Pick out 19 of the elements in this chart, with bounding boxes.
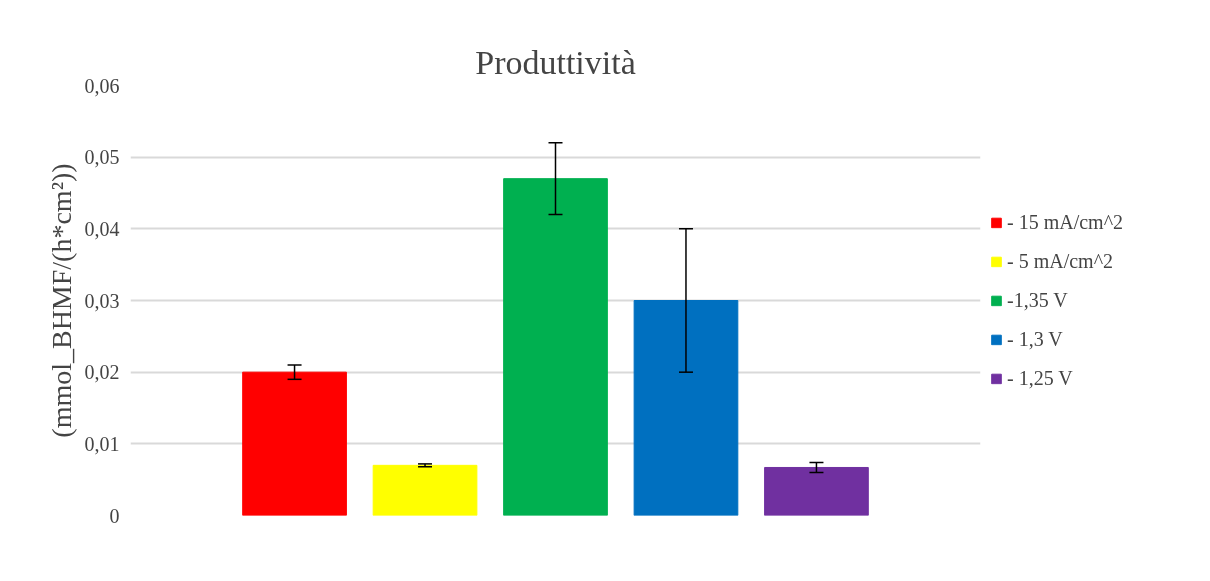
bar [633, 300, 739, 516]
legend-label: - 1,3 V [1007, 327, 1063, 351]
chart-title: Produttività [475, 43, 636, 81]
y-tick-label: 0,06 [84, 74, 120, 97]
y-tick-label: 0,03 [84, 289, 120, 312]
legend-label: - 5 mA/cm^2 [1007, 249, 1114, 273]
bar [503, 178, 608, 516]
y-tick-label: 0,02 [84, 361, 120, 384]
legend-label: - 15 mA/cm^2 [1007, 210, 1124, 234]
bar [764, 466, 869, 516]
legend-label: -1,35 V [1007, 288, 1068, 312]
y-tick-label: 0 [109, 504, 120, 527]
bar [242, 371, 347, 516]
y-axis-title: (mmol_BHMF/(h*cm²)) [45, 163, 77, 438]
y-tick-label: 0,05 [84, 146, 120, 169]
bar [372, 464, 478, 516]
y-tick-label: 0,01 [84, 432, 120, 455]
legend-label: - 1,25 V [1007, 366, 1073, 390]
y-tick-label: 0,04 [84, 217, 120, 240]
